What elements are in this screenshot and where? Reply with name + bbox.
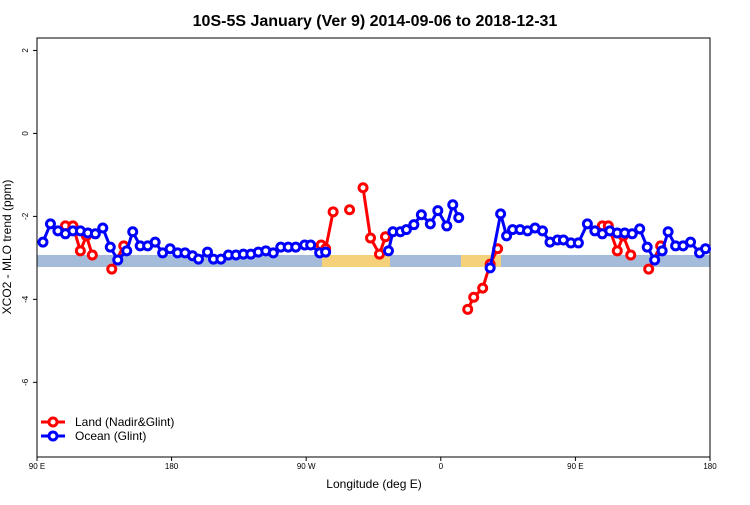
data-point [106,263,118,275]
data-point [327,206,339,218]
data-point [611,245,623,257]
data-point [193,253,205,265]
data-point [400,224,412,236]
data-point [89,228,101,240]
data-point [662,226,674,238]
x-tick-label: 180 [165,462,179,471]
data-point [625,249,637,261]
x-tick-label: 90 E [29,462,45,471]
data-point [121,245,133,257]
data-point [477,282,489,294]
data-point [290,241,302,253]
data-point [408,219,420,231]
data-point [74,245,86,257]
y-tick-label: 2 [21,48,30,53]
legend-marker [47,416,59,428]
data-point [149,236,161,248]
data-point [201,246,213,258]
data-point [495,208,507,220]
map-strip [37,255,710,267]
data-point [572,237,584,249]
data-point [685,236,697,248]
data-point [365,232,377,244]
data-point [656,245,668,257]
data-point [320,246,332,258]
y-tick-label: 0 [21,131,30,136]
legend-label: Ocean (Glint) [75,429,146,443]
data-point [641,241,653,253]
series-line [65,187,662,310]
x-tick-label: 90 E [567,462,583,471]
data-point [700,243,712,255]
data-point [104,241,116,253]
land-strip [322,255,390,267]
data-point [468,291,480,303]
data-point [415,209,427,221]
data-point [267,247,279,259]
data-point [382,245,394,257]
data-point [373,248,385,260]
data-point [432,205,444,217]
data-point [536,225,548,237]
data-point [37,236,49,248]
y-axis-label: XCO2 - MLO trend (ppm) [0,180,14,315]
x-axis-label: Longitude (deg E) [326,477,421,491]
y-tick-label: -6 [21,378,30,386]
data-point [501,230,513,242]
data-point [44,218,56,230]
data-point [379,231,391,243]
y-tick-label: -2 [21,212,30,220]
data-point [634,223,646,235]
data-point [447,199,459,211]
data-point [643,263,655,275]
data-point [649,254,661,266]
data-point [112,254,124,266]
chart-title: 10S-5S January (Ver 9) 2014-09-06 to 201… [193,13,558,30]
data-point [626,228,638,240]
legend-marker [47,430,59,442]
data-point [86,249,98,261]
data-point [97,222,109,234]
data-point [484,262,496,274]
data-point [453,212,465,224]
data-point [357,182,369,194]
data-point [305,239,317,251]
data-point [424,218,436,230]
data-point [581,218,593,230]
data-point [344,204,356,216]
legend-label: Land (Nadir&Glint) [75,415,174,429]
data-point [462,303,474,315]
data-point [441,220,453,232]
x-tick-label: 90 W [297,462,316,471]
x-tick-label: 0 [439,462,444,471]
data-point [127,226,139,238]
y-tick-label: -4 [21,295,30,303]
x-tick-label: 180 [703,462,717,471]
